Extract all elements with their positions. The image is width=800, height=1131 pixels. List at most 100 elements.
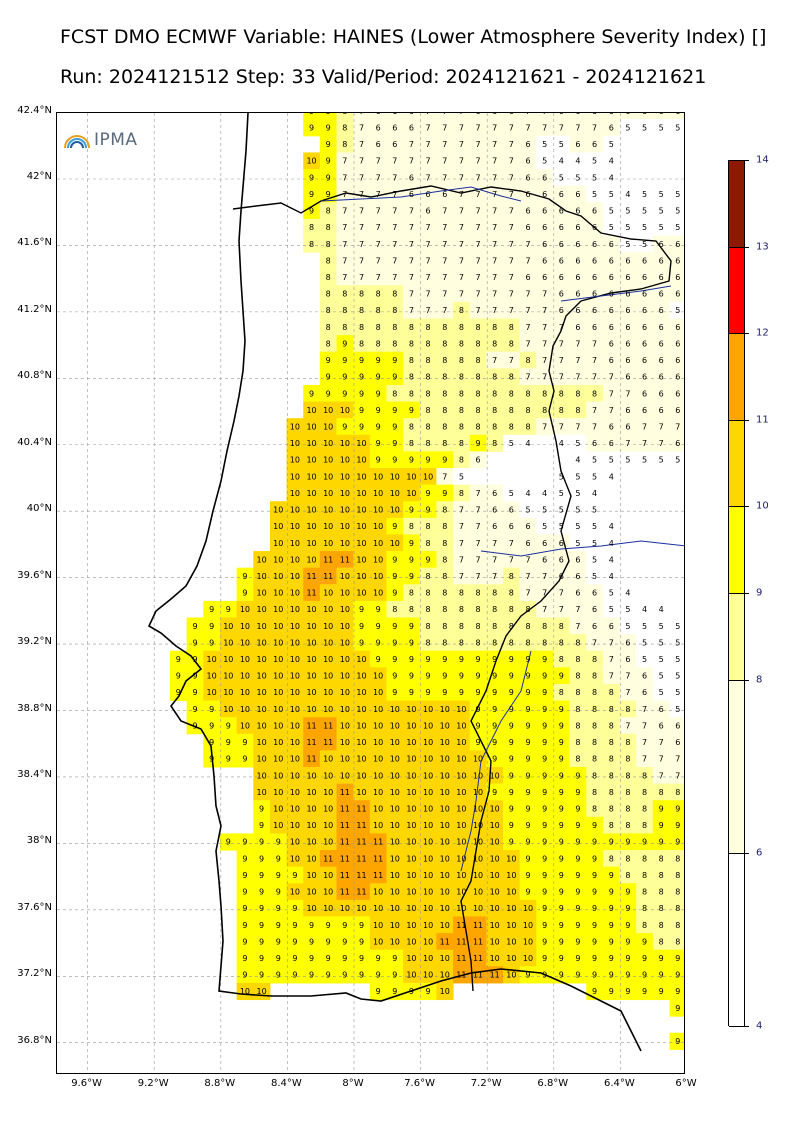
grid-cell — [602, 335, 621, 353]
grid-cell — [319, 351, 338, 369]
grid-cell — [552, 634, 571, 652]
grid-value: 5 — [592, 456, 597, 465]
grid-value: 9 — [642, 987, 647, 996]
grid-cell — [236, 634, 254, 652]
grid-value: 8 — [642, 854, 647, 863]
grid-cell — [519, 113, 537, 120]
grid-value: 5 — [642, 207, 647, 216]
grid-cell — [303, 434, 321, 452]
grid-value: 7 — [509, 124, 514, 133]
grid-value: 8 — [592, 672, 597, 681]
grid-value: 7 — [525, 373, 530, 382]
grid-cell — [303, 733, 321, 751]
grid-cell — [669, 351, 684, 369]
grid-value: 5 — [592, 506, 597, 515]
grid-value: 10 — [423, 971, 433, 980]
grid-value: 8 — [442, 339, 447, 348]
grid-cell — [419, 218, 437, 236]
grid-cell — [636, 268, 654, 286]
grid-value: 7 — [459, 190, 464, 199]
colorbar-segment — [729, 161, 744, 248]
grid-cell — [386, 152, 404, 170]
grid-value: 9 — [309, 207, 314, 216]
grid-cell — [403, 617, 421, 635]
grid-value: 7 — [525, 240, 530, 249]
grid-cell — [319, 717, 338, 735]
grid-value: 7 — [459, 157, 464, 166]
grid-cell — [453, 119, 471, 137]
grid-value: 7 — [492, 290, 497, 299]
colorbar-label: 14 — [756, 154, 769, 166]
grid-value: 9 — [642, 954, 647, 963]
grid-value: 9 — [575, 854, 580, 863]
grid-cell — [652, 717, 671, 735]
grid-value: 10 — [456, 904, 466, 913]
grid-cell — [619, 185, 637, 203]
grid-value: 6 — [625, 290, 630, 299]
grid-value: 8 — [625, 755, 630, 764]
grid-cell — [219, 650, 238, 668]
grid-cell — [319, 384, 338, 403]
grid-value: 8 — [609, 755, 614, 764]
grid-value: 8 — [359, 290, 364, 299]
grid-cell — [336, 451, 354, 469]
grid-value: 10 — [440, 888, 450, 897]
grid-value: 4 — [559, 439, 564, 448]
grid-cell — [369, 484, 387, 502]
grid-cell — [486, 384, 504, 403]
grid-cell — [552, 617, 571, 635]
grid-cell — [386, 218, 404, 236]
grid-cell — [353, 484, 371, 502]
grid-cell — [319, 335, 338, 353]
grid-cell — [619, 451, 637, 469]
grid-cell — [602, 683, 621, 702]
grid-cell — [569, 468, 587, 486]
grid-value: 9 — [259, 838, 264, 847]
grid-cell — [602, 401, 621, 419]
grid-cell — [519, 268, 537, 286]
grid-value: 6 — [675, 721, 680, 730]
grid-value: 9 — [209, 738, 214, 747]
grid-cell — [453, 335, 471, 353]
grid-value: 10 — [490, 954, 500, 963]
grid-cell — [219, 733, 238, 751]
grid-value: 7 — [475, 489, 480, 498]
grid-cell — [386, 501, 404, 519]
grid-cell — [336, 617, 354, 635]
grid-cell — [519, 301, 537, 320]
grid-value: 9 — [525, 705, 530, 714]
grid-value: 5 — [559, 140, 564, 149]
grid-value: 10 — [406, 921, 416, 930]
grid-cell — [536, 384, 554, 403]
grid-value: 9 — [625, 987, 630, 996]
grid-value: 9 — [559, 871, 564, 880]
grid-value: 10 — [456, 721, 466, 730]
grid-value: 7 — [442, 113, 447, 116]
grid-cell — [336, 717, 354, 735]
grid-cell — [403, 152, 421, 170]
grid-value: 10 — [390, 888, 400, 897]
grid-value: 9 — [575, 821, 580, 830]
grid-cell — [436, 351, 454, 369]
grid-value: 10 — [506, 871, 516, 880]
longitude-tick-label: 7.2°W — [470, 1078, 502, 1089]
grid-value: 9 — [525, 838, 530, 847]
grid-value: 10 — [290, 489, 300, 498]
grid-value: 6 — [575, 190, 580, 199]
grid-cell — [369, 135, 387, 153]
grid-value: 8 — [409, 356, 414, 365]
grid-value: 9 — [592, 904, 597, 913]
grid-value: 6 — [559, 306, 564, 315]
grid-value: 10 — [306, 672, 316, 681]
grid-value: 10 — [356, 439, 366, 448]
grid-cell — [403, 202, 421, 220]
grid-value: 10 — [356, 522, 366, 531]
grid-cell — [419, 534, 437, 552]
grid-cell — [586, 113, 604, 120]
grid-value: 7 — [426, 290, 431, 299]
grid-value: 9 — [442, 688, 447, 697]
grid-cell — [619, 650, 637, 668]
grid-cell — [453, 252, 471, 270]
grid-cell — [353, 733, 371, 751]
grid-cell — [236, 700, 254, 718]
